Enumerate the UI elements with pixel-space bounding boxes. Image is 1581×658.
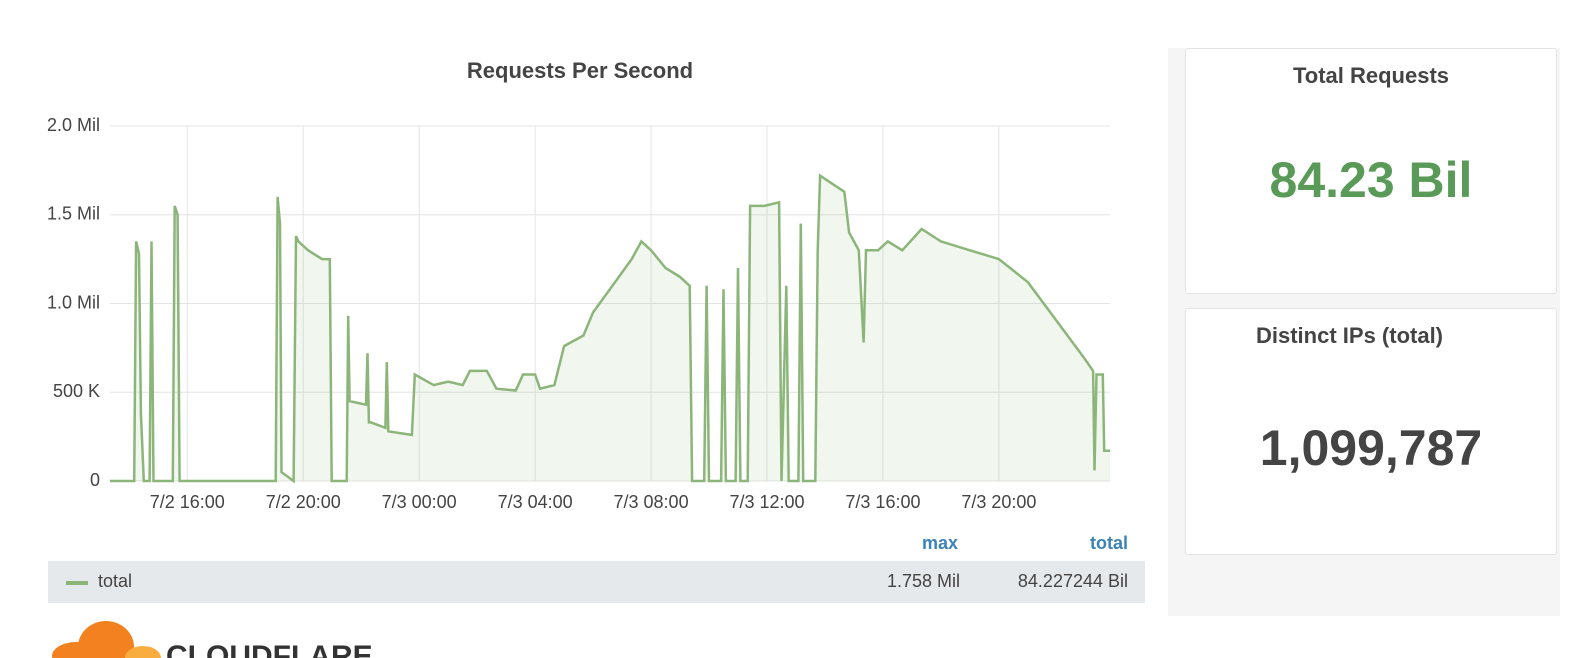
chart-title: Requests Per Second <box>467 58 693 83</box>
legend-header: max <box>922 533 958 553</box>
chart: Requests Per Second max total 0 500 K 1.0 … <box>47 58 1128 553</box>
legend-name: total <box>98 571 133 591</box>
y-tick-label: 1.0 Mil <box>47 292 100 312</box>
y-tick-label: 2.0 Mil <box>47 115 100 135</box>
legend-header: total <box>1090 533 1128 553</box>
logo-text: CLOUDFLARE <box>166 640 373 658</box>
x-tick-label: 7/3 00:00 <box>382 492 457 512</box>
logo-cloud <box>52 642 100 658</box>
x-tick-label: 7/3 08:00 <box>614 492 689 512</box>
logo: CLOUDFLARE <box>52 621 373 658</box>
legend-swatch <box>66 581 88 585</box>
y-tick-label: 500 K <box>53 381 100 401</box>
panel-value: 84.23 Bil <box>1269 152 1473 208</box>
x-tick-label: 7/3 20:00 <box>961 492 1036 512</box>
panel-title: Total Requests <box>1292 63 1450 88</box>
y-tick-label: 0 <box>90 470 100 490</box>
x-tick-label: 7/3 12:00 <box>729 492 804 512</box>
logo-cloud <box>125 646 161 658</box>
y-tick-label: 1.5 Mil <box>47 204 100 224</box>
x-tick-label: 7/3 04:00 <box>498 492 573 512</box>
panel-title: Distinct IPs (total) <box>1256 323 1444 348</box>
x-tick-label: 7/3 16:00 <box>845 492 920 512</box>
legend-row[interactable]: total 1.758 Mil 84.227244 Bil <box>48 561 1145 603</box>
x-tick-label: 7/2 16:00 <box>150 492 225 512</box>
series-area <box>110 175 1110 481</box>
series-line <box>110 173 1110 484</box>
x-tick-label: 7/2 20:00 <box>266 492 341 512</box>
legend-total: 84.227244 Bil <box>1017 571 1128 591</box>
legend-max: 1.758 Mil <box>886 571 960 591</box>
stat-panel: Total Requests 84.23 Bil <box>1185 48 1557 294</box>
panel-value: 1,099,787 <box>1259 420 1483 476</box>
stat-panel: Distinct IPs (total) 1,099,787 <box>1185 308 1557 555</box>
